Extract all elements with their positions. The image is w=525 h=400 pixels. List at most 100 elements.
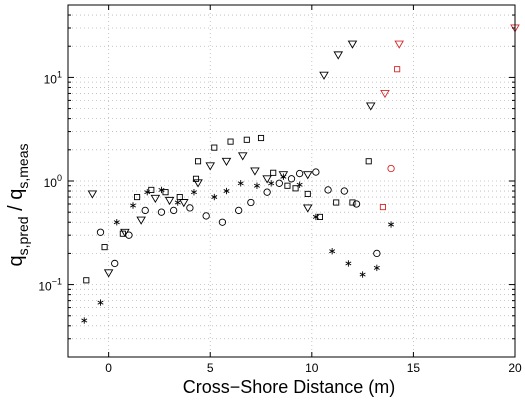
square-point [284,182,291,189]
triangle-down-point [150,194,161,204]
circle-point [141,206,149,215]
circle-point [186,204,194,212]
square-point [211,144,218,151]
square-point [101,244,108,251]
x-tick-label: 20 [508,361,522,375]
square-point [192,175,200,182]
asterisk-point [373,264,380,272]
asterisk-point [223,187,230,195]
y-axis-label: qs,pred / qs,meas [5,144,31,267]
triangle-down-point [347,40,358,49]
highlight-circle-point [387,164,395,173]
triangle-down-point [103,269,114,278]
grid [68,4,516,358]
square-point [194,158,202,165]
triangle-down-point [179,199,189,208]
y-axis-label-denom-sub: s,meas [15,144,31,189]
square-point [349,199,356,206]
triangle-down-point [221,157,232,166]
circle-point [312,168,320,176]
asterisk-point [312,213,319,221]
circle-point [324,186,332,194]
asterisk-point [329,248,336,255]
triangle-down-point [302,204,313,213]
circle-point [263,188,271,196]
circle-point [235,206,243,215]
asterisk-point [113,219,120,226]
asterisk-point [130,202,137,209]
y-tick-label: 10−1 [38,277,62,294]
asterisk-point [211,193,218,201]
x-tick-label: 5 [207,361,214,375]
asterisk-point [280,173,287,180]
circle-point [340,187,348,195]
triangle-down-point [333,51,344,60]
square-point [227,138,234,145]
circle-point [111,259,119,268]
triangle-down-point [365,102,376,111]
asterisk-point [190,188,197,196]
y-tick-labels: 10−1 100 101 [38,69,62,293]
circle-point [275,179,283,187]
x-tick-label: 15 [407,361,421,375]
triangle-down-point [250,167,260,176]
triangle-down-point [237,152,248,161]
y-tick-label: 101 [44,69,62,86]
asterisk-point [144,188,151,196]
square-point [83,277,90,284]
highlight-triangle-down-point [380,90,390,99]
axis-ticks [68,4,516,358]
square-point [333,199,340,206]
asterisk-point [359,271,366,278]
triangle-down-point [120,228,130,237]
y-axis-label-denom: q [5,189,27,200]
triangle-down-point [302,171,313,180]
highlight-triangle-down-point [394,40,404,49]
circle-point [202,212,210,220]
triangle-down-point [205,162,216,171]
asterisk-point [81,317,88,324]
square-point [304,190,311,197]
square-point [257,134,265,142]
asterisk-point [253,182,260,189]
highlight-square-point [379,204,386,211]
x-tick-labels: 0 5 10 15 20 [105,361,522,375]
highlight-square-point [394,66,401,73]
asterisk-point [268,180,275,187]
square-point [292,185,299,192]
square-point [134,193,141,201]
triangle-down-point [87,190,98,199]
circle-point [295,169,304,178]
y-axis-label-main: q [5,255,27,266]
circle-point [287,175,296,183]
circle-point [96,228,105,236]
triangle-down-point [262,175,272,184]
circle-point [157,208,166,216]
triangle-down-point [164,196,175,206]
plot-frame [67,4,516,358]
x-axis-label: Cross−Shore Distance (m) [183,377,396,397]
circle-point [247,198,255,207]
square-point [365,158,372,165]
asterisk-point [345,260,352,267]
asterisk-point [174,199,181,206]
asterisk-point [158,186,165,194]
square-point [270,169,277,176]
y-axis-label-separator: / [5,200,27,217]
square-point [119,230,126,237]
circle-point [170,206,178,215]
asterisk-point [97,299,104,306]
triangle-down-point [193,179,203,188]
square-point [316,213,323,220]
triangle-down-point [319,71,329,80]
circle-point [352,200,361,208]
circle-point [373,249,381,258]
square-point [148,186,155,193]
square-point [162,189,169,196]
square-point [243,136,250,143]
y-axis-label-main-sub: s,pred [15,216,31,255]
x-tick-label: 10 [305,361,319,375]
x-tick-label: 0 [105,361,112,375]
y-tick-label: 100 [44,173,62,190]
